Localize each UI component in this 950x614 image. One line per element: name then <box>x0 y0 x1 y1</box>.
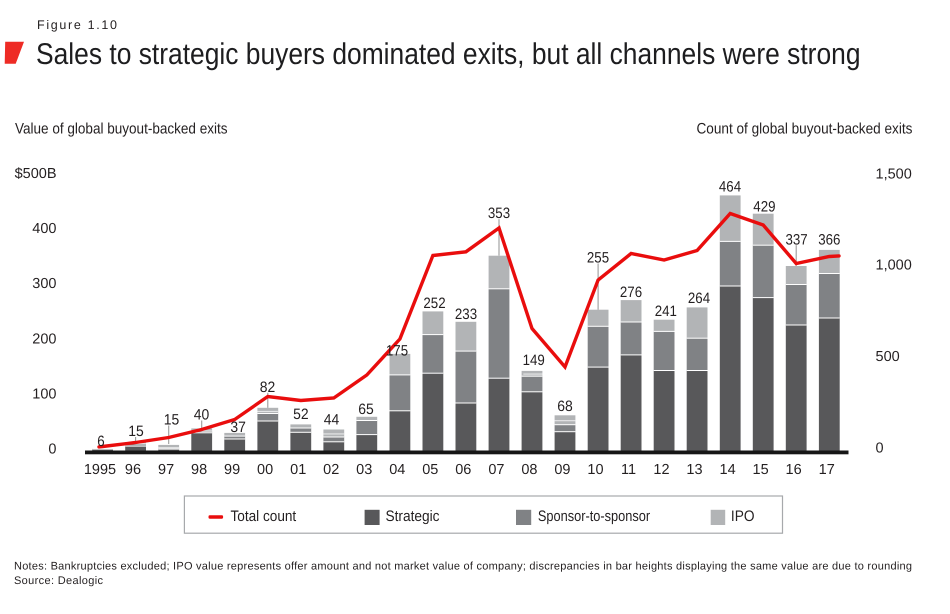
svg-text:Total count: Total count <box>231 508 297 525</box>
svg-text:04: 04 <box>389 462 405 478</box>
svg-text:500: 500 <box>876 349 900 365</box>
svg-text:300: 300 <box>32 276 56 292</box>
svg-text:Count of global buyout-backed: Count of global buyout-backed exits <box>697 121 913 138</box>
svg-text:353: 353 <box>488 205 510 222</box>
svg-text:01: 01 <box>290 462 306 478</box>
svg-text:366: 366 <box>818 231 840 248</box>
svg-text:$500B: $500B <box>15 166 57 182</box>
svg-text:13: 13 <box>686 462 702 478</box>
svg-text:IPO: IPO <box>731 508 755 525</box>
svg-text:15: 15 <box>128 423 144 440</box>
svg-text:40: 40 <box>194 407 210 424</box>
svg-text:15: 15 <box>164 412 180 429</box>
svg-text:08: 08 <box>521 462 537 478</box>
svg-text:Value of global buyout-backed: Value of global buyout-backed exits <box>15 121 228 138</box>
svg-text:Strategic: Strategic <box>386 508 440 525</box>
svg-text:1,000: 1,000 <box>876 258 912 274</box>
svg-text:241: 241 <box>655 303 677 320</box>
svg-text:0: 0 <box>48 442 56 458</box>
svg-text:99: 99 <box>224 462 240 478</box>
svg-text:68: 68 <box>557 398 573 415</box>
svg-text:Sales to strategic buyers domi: Sales to strategic buyers dominated exit… <box>36 38 861 71</box>
svg-text:Sponsor-to-sponsor: Sponsor-to-sponsor <box>538 508 650 525</box>
svg-text:1,500: 1,500 <box>876 166 912 182</box>
svg-text:1995: 1995 <box>84 462 116 478</box>
svg-text:252: 252 <box>423 295 445 312</box>
svg-text:44: 44 <box>324 412 340 429</box>
svg-text:02: 02 <box>323 462 339 478</box>
svg-text:00: 00 <box>257 462 273 478</box>
svg-text:255: 255 <box>587 250 609 267</box>
svg-text:429: 429 <box>753 199 775 216</box>
svg-text:0: 0 <box>876 441 884 457</box>
svg-text:16: 16 <box>786 462 802 478</box>
svg-text:464: 464 <box>719 179 741 196</box>
svg-text:400: 400 <box>32 221 56 237</box>
svg-text:10: 10 <box>587 462 603 478</box>
svg-text:03: 03 <box>356 462 372 478</box>
svg-text:97: 97 <box>158 462 174 478</box>
svg-text:96: 96 <box>125 462 141 478</box>
svg-text:200: 200 <box>32 331 56 347</box>
svg-text:Figure 1.10: Figure 1.10 <box>37 18 117 32</box>
svg-text:09: 09 <box>554 462 570 478</box>
svg-text:37: 37 <box>230 419 246 436</box>
svg-text:149: 149 <box>523 352 545 369</box>
svg-text:11: 11 <box>621 462 636 478</box>
svg-text:06: 06 <box>455 462 471 478</box>
svg-text:52: 52 <box>293 406 309 423</box>
svg-text:233: 233 <box>455 306 477 323</box>
svg-text:98: 98 <box>191 462 207 478</box>
svg-text:15: 15 <box>753 462 769 478</box>
svg-text:Source: Dealogic: Source: Dealogic <box>14 575 104 587</box>
svg-text:Notes: Bankruptcies excluded;: Notes: Bankruptcies excluded; IPO value … <box>14 561 912 573</box>
svg-text:337: 337 <box>786 231 808 248</box>
svg-text:17: 17 <box>819 462 835 478</box>
svg-text:05: 05 <box>422 462 438 478</box>
svg-text:6: 6 <box>97 433 104 450</box>
svg-text:264: 264 <box>688 290 710 307</box>
svg-text:07: 07 <box>488 462 504 478</box>
svg-text:14: 14 <box>720 462 736 478</box>
svg-text:276: 276 <box>620 284 642 301</box>
svg-text:65: 65 <box>358 401 374 418</box>
svg-text:12: 12 <box>653 462 669 478</box>
svg-text:175: 175 <box>386 343 408 360</box>
svg-text:82: 82 <box>260 379 276 396</box>
svg-text:100: 100 <box>32 387 56 403</box>
